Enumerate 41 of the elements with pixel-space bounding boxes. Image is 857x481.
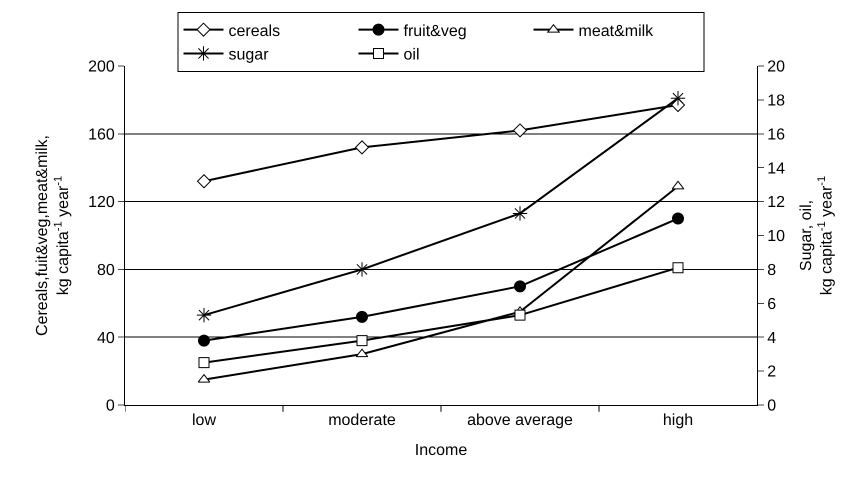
- x-axis-title: Income: [414, 442, 468, 459]
- y2-tick-label: 14: [767, 160, 786, 178]
- point: [356, 335, 368, 346]
- legend-label: oil: [404, 46, 420, 64]
- point: [196, 307, 212, 323]
- point: [672, 262, 684, 274]
- x-tick-label: high: [662, 412, 694, 430]
- point: [514, 280, 526, 292]
- x-tick-label: moderate: [328, 412, 396, 430]
- y-tick-label: 0: [106, 398, 115, 415]
- y2-tick-label: 10: [767, 228, 786, 246]
- point: [197, 174, 211, 188]
- y2-tick-label: 6: [767, 296, 776, 313]
- legend-label: fruit&veg: [404, 22, 467, 40]
- x-tick-label: above average: [467, 412, 574, 430]
- y-tick-label: 160: [88, 126, 115, 144]
- y2-tick-label: 12: [767, 194, 786, 212]
- x-tick-label: low: [192, 412, 216, 430]
- y2-tick-label: 0: [767, 398, 776, 415]
- point: [513, 123, 527, 138]
- legend-label: sugar: [228, 46, 270, 64]
- legend-label: cereals: [228, 22, 280, 40]
- y2-tick-label: 16: [767, 126, 786, 144]
- point: [356, 310, 368, 323]
- y-tick-label: 40: [97, 330, 115, 347]
- y2-tick-label: 2: [767, 364, 776, 381]
- point: [672, 212, 684, 225]
- legend-label: meat&milk: [578, 22, 654, 40]
- point: [198, 357, 210, 368]
- y2-tick-label: 20: [767, 58, 786, 76]
- point: [514, 310, 526, 321]
- y2-tick-label: 4: [767, 330, 776, 347]
- y-tick-label: 120: [88, 194, 115, 212]
- point: [512, 206, 528, 222]
- y-tick-label: 200: [88, 58, 115, 76]
- point: [354, 262, 370, 278]
- y2-tick-label: 18: [767, 92, 786, 110]
- y2-tick-label: 8: [767, 262, 776, 279]
- point: [355, 140, 369, 154]
- point: [198, 334, 210, 347]
- y-tick-label: 80: [97, 262, 115, 279]
